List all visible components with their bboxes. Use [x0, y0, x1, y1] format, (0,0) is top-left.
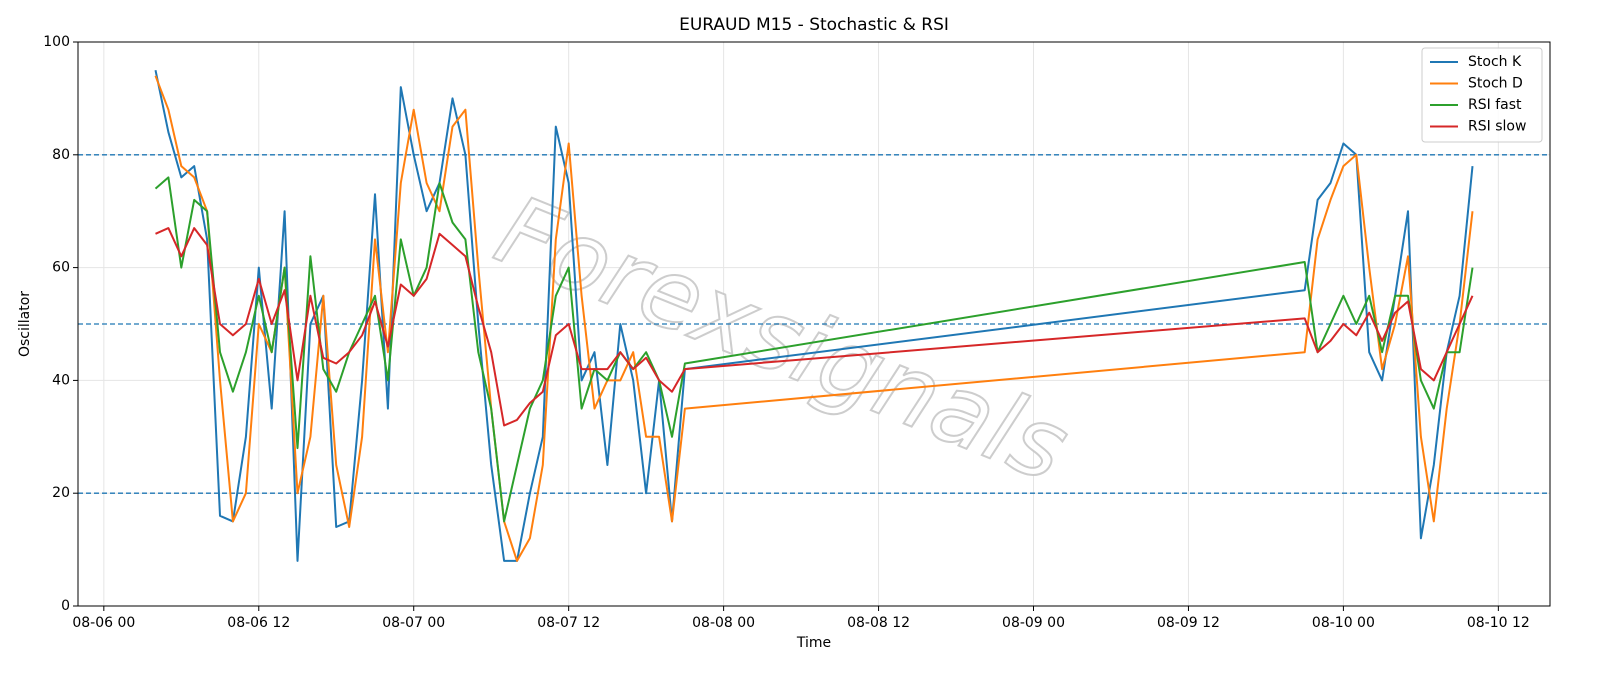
- legend-label: RSI slow: [1468, 119, 1526, 135]
- x-tick-label: 08-07 00: [382, 615, 445, 631]
- x-tick-label: 08-10 00: [1312, 615, 1375, 631]
- x-tick-label: 08-07 12: [537, 615, 600, 631]
- x-tick-label: 08-06 12: [227, 615, 290, 631]
- x-tick-label: 08-10 12: [1467, 615, 1530, 631]
- x-tick-label: 08-09 12: [1157, 615, 1220, 631]
- y-tick-label: 60: [52, 260, 70, 276]
- x-tick-label: 08-08 00: [692, 615, 755, 631]
- x-tick-label: 08-08 12: [847, 615, 910, 631]
- series-line: [154, 69, 1474, 562]
- plot-frame: [77, 41, 1551, 607]
- series-line: [154, 176, 1474, 523]
- y-tick-label: 0: [61, 598, 70, 614]
- y-tick-label: 100: [43, 34, 70, 50]
- x-tick-label: 08-09 00: [1002, 615, 1065, 631]
- legend-label: Stoch D: [1468, 76, 1523, 92]
- chart-title: EURAUD M15 - Stochastic & RSI: [679, 15, 949, 35]
- x-axis-label: Time: [796, 635, 831, 651]
- y-tick-label: 20: [52, 485, 70, 501]
- legend-label: RSI fast: [1468, 97, 1522, 113]
- y-tick-label: 80: [52, 147, 70, 163]
- x-tick-label: 08-06 00: [72, 615, 135, 631]
- legend-box: [1421, 47, 1543, 143]
- series-line: [155, 227, 1474, 427]
- legend-label: Stoch K: [1468, 54, 1522, 70]
- y-tick-label: 40: [52, 372, 70, 388]
- y-axis-label: Oscillator: [17, 291, 33, 357]
